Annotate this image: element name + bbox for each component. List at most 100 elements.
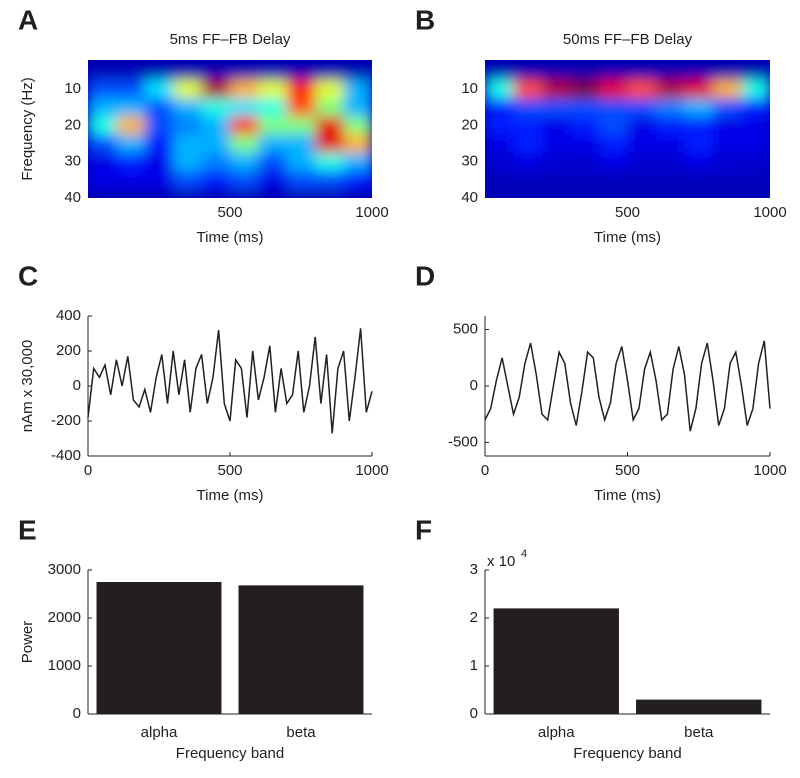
- heatmap-cell: [116, 152, 146, 172]
- x-tick-label: 500: [615, 204, 640, 221]
- line-series: [484, 340, 771, 432]
- heatmap-cell: [343, 134, 372, 154]
- heatmap-cell: [144, 116, 174, 135]
- heatmap-cells: [485, 61, 770, 198]
- heatmap-cell: [315, 98, 345, 117]
- heatmap-cell: [315, 188, 345, 198]
- heatmap-cell: [144, 170, 174, 190]
- heatmap-cell: [570, 188, 600, 198]
- heatmap-cell: [713, 98, 742, 117]
- panel-label: A: [18, 4, 38, 35]
- heatmap-cell: [201, 170, 231, 190]
- heatmap-cell: [542, 116, 571, 135]
- heatmap-cell: [343, 188, 372, 198]
- heatmap-cell: [656, 188, 685, 198]
- heatmap-cell: [570, 61, 600, 81]
- heatmap-cell: [741, 170, 770, 190]
- heatmap-cell: [230, 116, 259, 135]
- heatmap-cell: [258, 170, 288, 190]
- x-tick-label: 500: [217, 462, 242, 479]
- heatmap-cell: [230, 188, 259, 198]
- heatmap-cell: [599, 61, 628, 81]
- heatmap-cell: [315, 61, 345, 81]
- heatmap-cell: [684, 152, 714, 172]
- panel-label: D: [415, 260, 435, 291]
- y-tick-label: 200: [56, 342, 81, 359]
- heatmap-cell: [173, 116, 203, 135]
- heatmap-cell: [116, 188, 146, 198]
- heatmap-cell: [542, 79, 571, 99]
- heatmap-cell: [116, 79, 146, 99]
- heatmap-cell: [741, 152, 770, 172]
- heatmap-cell: [570, 79, 600, 99]
- heatmap-cell: [286, 188, 316, 198]
- heatmap-cell: [713, 188, 742, 198]
- heatmap-cell: [173, 134, 203, 154]
- heatmap-cell: [144, 61, 174, 81]
- heatmap: [485, 60, 770, 198]
- y-tick-label: 0: [73, 377, 81, 394]
- heatmap-cell: [542, 170, 571, 190]
- heatmap-cell: [343, 61, 372, 81]
- heatmap-cell: [513, 188, 543, 198]
- heatmap-cell: [201, 98, 231, 117]
- axis-multiplier-exponent: 4: [521, 548, 527, 560]
- heatmap-cell: [542, 134, 571, 154]
- y-tick-label: 30: [64, 153, 81, 170]
- heatmap-cell: [485, 134, 514, 154]
- y-axis-label: nAm x 30,000: [19, 340, 36, 433]
- y-axis-label: Power: [19, 621, 36, 664]
- heatmap-cell: [144, 98, 174, 117]
- heatmap-cell: [627, 152, 657, 172]
- heatmap-cell: [144, 134, 174, 154]
- heatmap-cell: [684, 61, 714, 81]
- bar: [493, 608, 619, 714]
- heatmap-cell: [343, 152, 372, 172]
- y-tick-label: 10: [64, 80, 81, 97]
- y-tick-label: -200: [51, 412, 81, 429]
- heatmap-cell: [201, 188, 231, 198]
- heatmap-cell: [201, 116, 231, 135]
- heatmap-cell: [230, 98, 259, 117]
- heatmap-cell: [88, 170, 117, 190]
- heatmap-cell: [627, 79, 657, 99]
- heatmap-cell: [656, 134, 685, 154]
- heatmap-cell: [485, 79, 514, 99]
- heatmap-cell: [485, 116, 514, 135]
- heatmap-cell: [201, 61, 231, 81]
- heatmap-cell: [286, 116, 316, 135]
- heatmap-cell: [656, 152, 685, 172]
- heatmap-cell: [144, 152, 174, 172]
- heatmap-cell: [144, 188, 174, 198]
- heatmap-cell: [230, 152, 259, 172]
- heatmap-cell: [599, 79, 628, 99]
- x-tick-label: 1000: [355, 204, 388, 221]
- heatmap-cell: [173, 98, 203, 117]
- heatmap-cell: [684, 134, 714, 154]
- x-tick-label: 0: [84, 462, 92, 479]
- heatmap-cell: [343, 116, 372, 135]
- heatmap-cell: [513, 61, 543, 81]
- heatmap-cell: [599, 152, 628, 172]
- heatmap-cell: [173, 170, 203, 190]
- heatmap-cell: [258, 61, 288, 81]
- heatmap-cell: [542, 152, 571, 172]
- heatmap: [88, 60, 372, 198]
- heatmap-cell: [116, 61, 146, 81]
- x-axis-label: Time (ms): [594, 229, 661, 246]
- heatmap-cell: [570, 116, 600, 135]
- heatmap-cell: [741, 188, 770, 198]
- heatmap-cell: [230, 79, 259, 99]
- heatmap-cell: [485, 98, 514, 117]
- heatmap-cell: [542, 188, 571, 198]
- heatmap-cell: [116, 134, 146, 154]
- heatmap-cells: [88, 61, 372, 198]
- heatmap-cell: [286, 134, 316, 154]
- y-tick-label: 20: [461, 116, 478, 133]
- heatmap-cell: [741, 116, 770, 135]
- heatmap-cell: [315, 134, 345, 154]
- x-tick-label: beta: [286, 724, 316, 741]
- heatmap-cell: [656, 170, 685, 190]
- heatmap-cell: [201, 79, 231, 99]
